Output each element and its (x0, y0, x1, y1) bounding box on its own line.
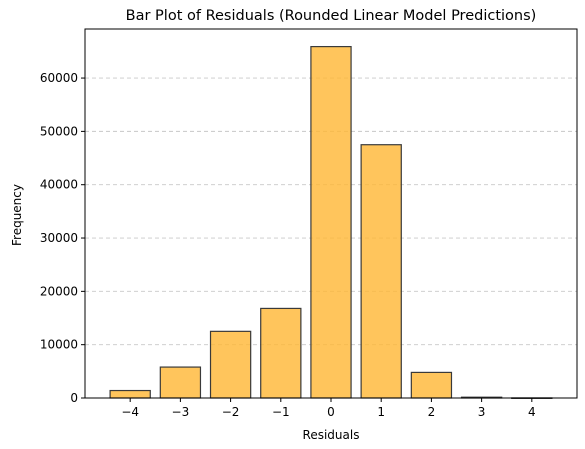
bar-3 (260, 307, 302, 399)
y-tick-label: 60000 (40, 71, 78, 85)
y-tick-label: 20000 (40, 284, 78, 298)
axes (81, 28, 578, 402)
y-axis-label: Frequency (10, 184, 24, 246)
y-tick-label: 40000 (40, 178, 78, 192)
y-tick-label: 0 (70, 391, 78, 405)
tick-labels: −4 −3 −2 −1 0 1 2 3 4 0 10000 20000 30000 40000 50000 6… (40, 71, 536, 419)
bar-2 (209, 330, 252, 399)
x-tick-label: −1 (272, 405, 290, 419)
bars (109, 45, 553, 399)
x-tick-label: −3 (172, 405, 190, 419)
bar-4 (310, 45, 352, 399)
y-tick-label: 10000 (40, 338, 78, 352)
bar-0 (109, 389, 151, 399)
y-tick-label: 30000 (40, 231, 78, 245)
chart-title: Bar Plot of Residuals (Rounded Linear Mo… (126, 8, 537, 24)
x-tick-label: −2 (222, 405, 240, 419)
bar-6 (410, 371, 453, 399)
x-tick-label: −4 (121, 405, 139, 419)
bar-1 (159, 366, 202, 399)
x-tick-label: 2 (428, 405, 436, 419)
x-tick-label: 1 (377, 405, 385, 419)
x-tick-label: 3 (478, 405, 486, 419)
x-tick-label: 0 (327, 405, 335, 419)
x-tick-label: 4 (528, 405, 536, 419)
x-axis-label: Residuals (303, 428, 360, 442)
bar-5 (360, 144, 402, 399)
y-tick-label: 50000 (40, 124, 78, 138)
